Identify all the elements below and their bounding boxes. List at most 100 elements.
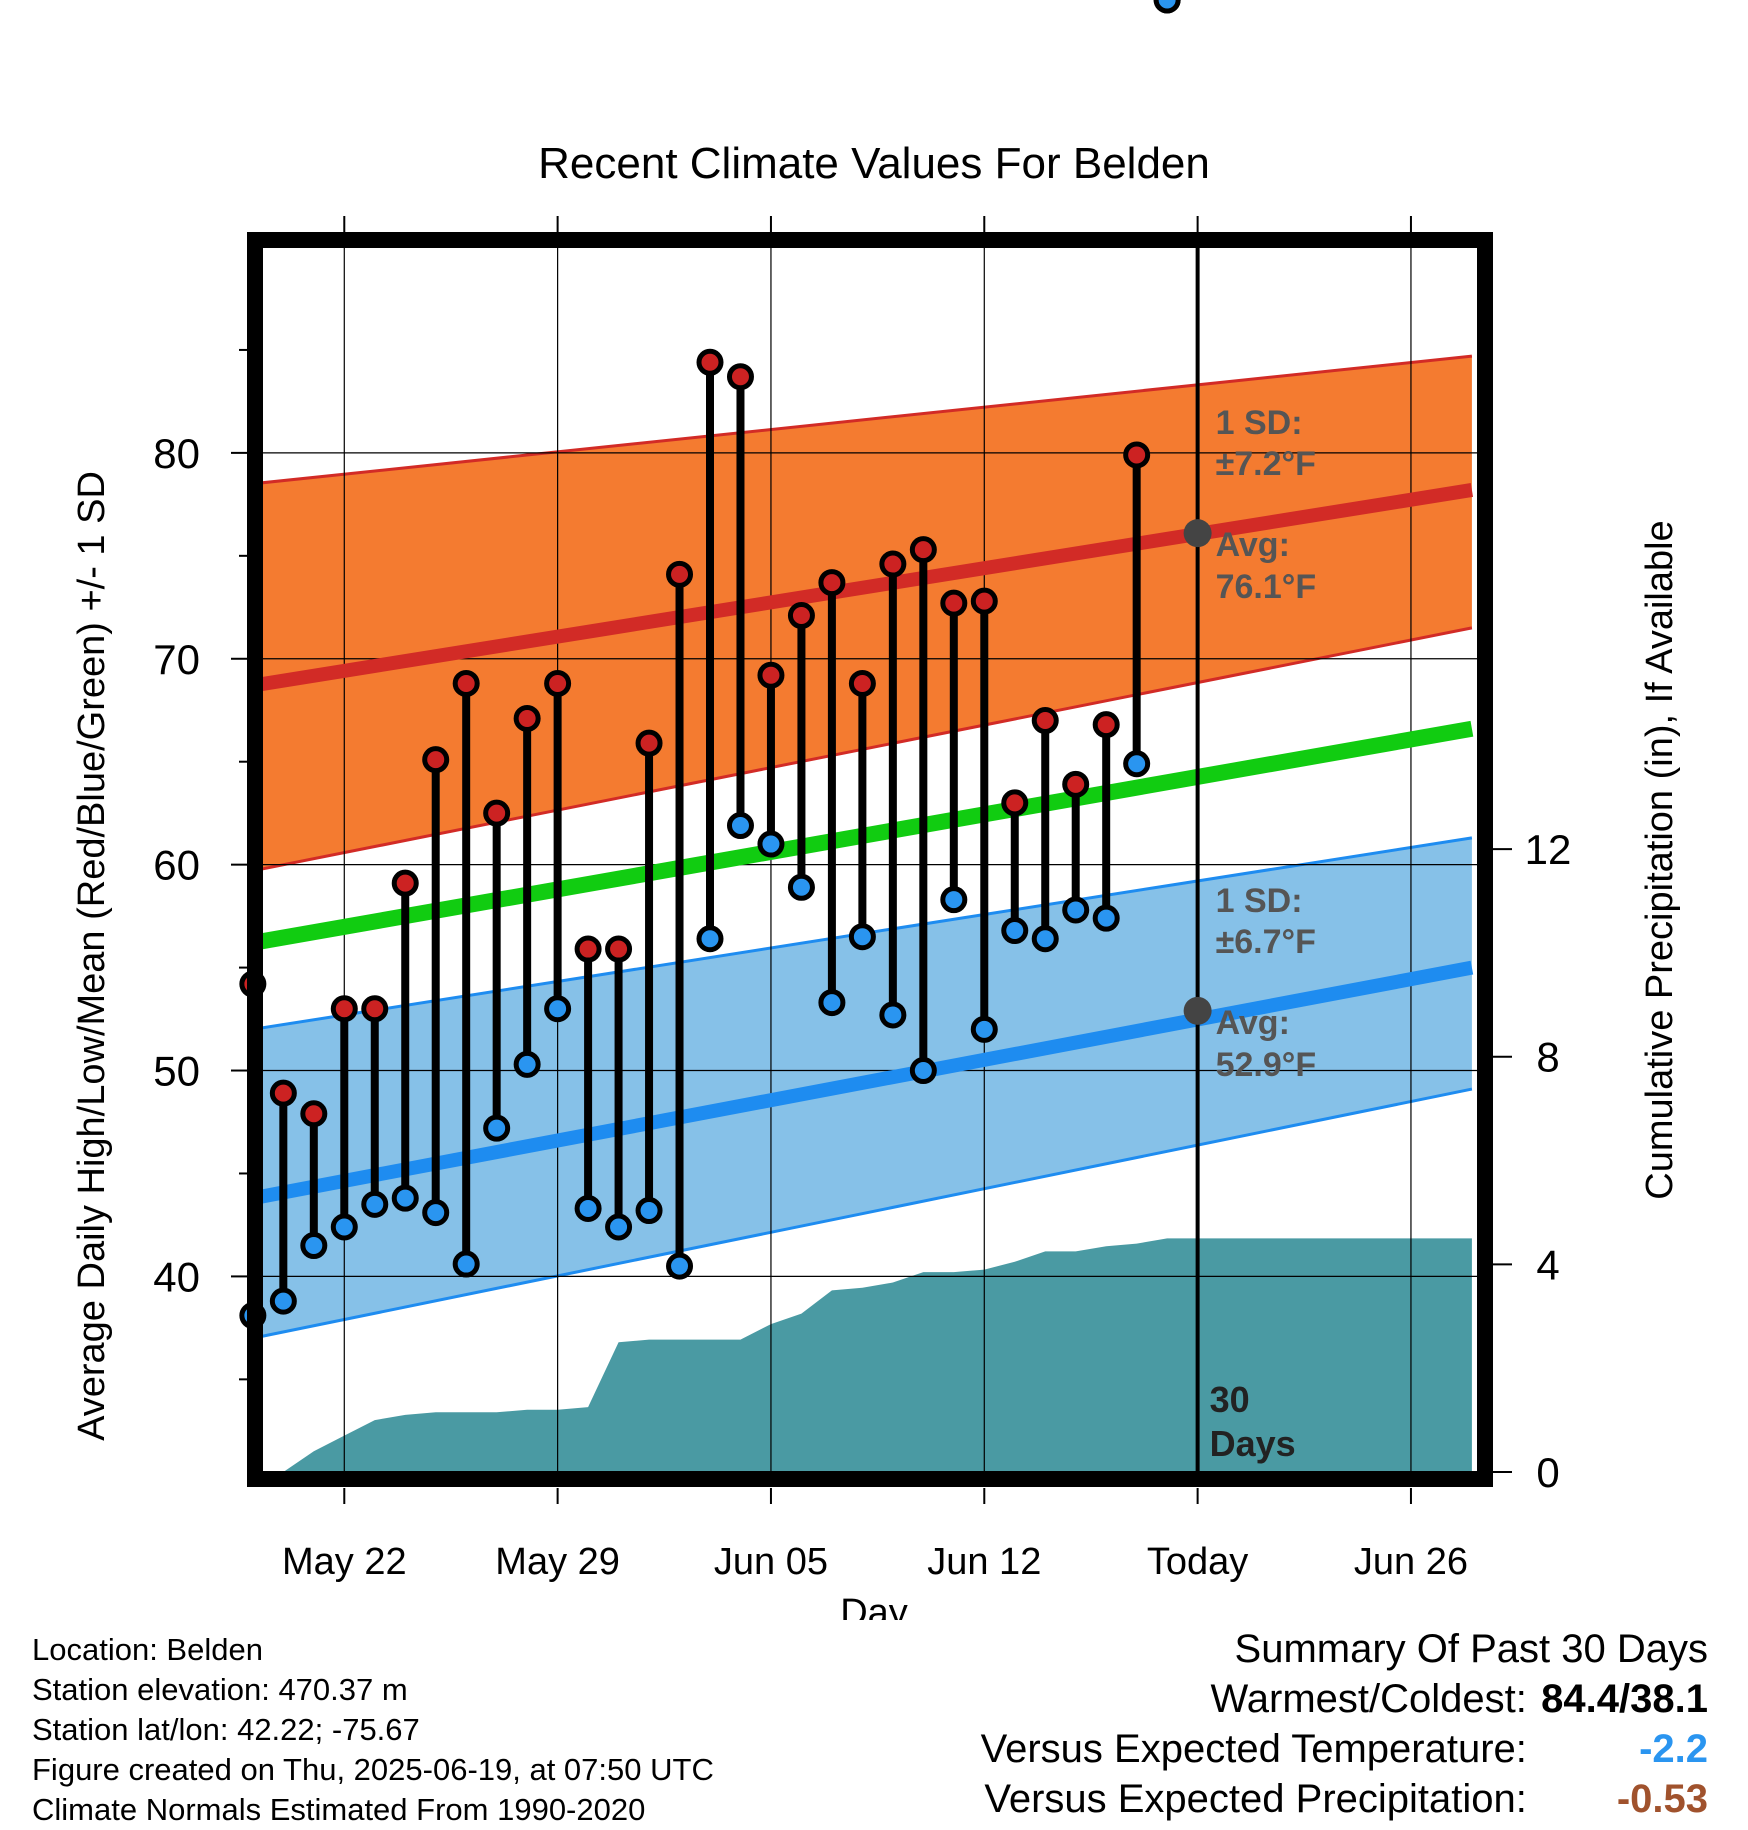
daily-high-point [970, 587, 998, 615]
info-created: Figure created on Thu, 2025-06-19, at 07… [32, 1752, 714, 1787]
daily-high-point [635, 729, 663, 757]
daily-high-point [909, 536, 937, 564]
summary-warmest-label: Warmest/Coldest: [1210, 1677, 1527, 1721]
daily-low-point [605, 1213, 633, 1241]
daily-low-point [818, 989, 846, 1017]
daily-low-point [361, 1190, 389, 1218]
x-axis-label: Day [840, 1592, 908, 1620]
daily-high-point [1062, 770, 1090, 798]
y-right-tick-label: 12 [1525, 826, 1572, 873]
x-tick-label: Jun 26 [1354, 1541, 1468, 1583]
daily-low-point [269, 1287, 297, 1315]
daily-low-point [909, 1057, 937, 1085]
daily-low-point [544, 995, 572, 1023]
daily-low-point [879, 1001, 907, 1029]
daily-low-point [422, 1199, 450, 1227]
daily-high-point [848, 669, 876, 697]
daily-low-point [330, 1213, 358, 1241]
avg-low-line [262, 960, 1474, 1204]
daily-high-point [422, 746, 450, 774]
summary-temp-value: -2.2 [1639, 1727, 1708, 1771]
y-left-tick-label: 60 [153, 842, 200, 889]
high-upper-edge [262, 354, 1473, 485]
summary-warmest-row: Warmest/Coldest: 84.4/38.1 [981, 1674, 1709, 1724]
daily-high-point [361, 995, 389, 1023]
y-left-tick-label: 80 [153, 430, 200, 477]
daily-low-point [666, 1252, 694, 1280]
daily-high-point [1031, 707, 1059, 735]
summary-precip-row: Versus Expected Precipitation: -0.53 [981, 1774, 1708, 1824]
daily-high-point [1092, 711, 1120, 739]
summary-precip-label: Versus Expected Precipitation: [984, 1777, 1527, 1821]
summary-title: Summary Of Past 30 Days [1234, 1627, 1708, 1671]
station-info: Location: Belden Station elevation: 470.… [32, 1630, 714, 1830]
daily-high-point [452, 669, 480, 697]
daily-low-point [726, 812, 754, 840]
daily-high-point [269, 1079, 297, 1107]
low-sd-label: 1 SD: [1216, 882, 1303, 920]
daily-high-point [605, 935, 633, 963]
info-normals: Climate Normals Estimated From 1990-2020 [32, 1792, 646, 1827]
high-sd-label: 1 SD: [1216, 404, 1303, 442]
daily-low-point [574, 1194, 602, 1222]
high-sd-band [262, 356, 1472, 870]
daily-low-point [1092, 904, 1120, 932]
summary-precip-value: -0.53 [1616, 1777, 1708, 1821]
daily-high-point [513, 704, 541, 732]
y-left-tick-label: 50 [153, 1048, 200, 1095]
daily-low-point [787, 873, 815, 901]
daily-high-point [574, 935, 602, 963]
daily-high-point [696, 348, 724, 376]
daily-low-point [1153, 0, 1181, 14]
x-tick-label: Jun 12 [927, 1541, 1041, 1583]
daily-high-point [1001, 789, 1029, 817]
summary-temp-label: Versus Expected Temperature: [980, 1727, 1527, 1771]
days-unit-label: Days [1210, 1423, 1296, 1464]
daily-high-point [757, 661, 785, 689]
precip-area [262, 1238, 1472, 1472]
x-tick-label: Today [1147, 1541, 1248, 1583]
summary-panel: Summary Of Past 30 Days Warmest/Coldest:… [981, 1624, 1708, 1824]
daily-high-point [544, 669, 572, 697]
high-avg-label: Avg: [1216, 526, 1290, 564]
daily-low-point [1001, 917, 1029, 945]
daily-low-point [970, 1015, 998, 1043]
daily-high-point [1123, 441, 1151, 469]
daily-high-point [666, 560, 694, 588]
info-location: Location: Belden [32, 1632, 263, 1667]
daily-low-point [1031, 925, 1059, 953]
high-avg-value: 76.1°F [1216, 568, 1317, 606]
daily-low-point [300, 1232, 328, 1260]
daily-low-point [391, 1184, 419, 1212]
daily-low-point [848, 923, 876, 951]
summary-warmest-value: 84.4/38.1 [1541, 1677, 1708, 1721]
daily-low-point [635, 1197, 663, 1225]
high-sd-value: ±7.2°F [1216, 445, 1316, 483]
daily-high-point [330, 995, 358, 1023]
daily-high-point [483, 799, 511, 827]
x-tick-label: May 29 [495, 1541, 620, 1583]
y-right-tick-label: 8 [1536, 1034, 1559, 1081]
daily-high-point [787, 602, 815, 630]
y-axis-left-label: Average Daily High/Low/Mean (Red/Blue/Gr… [71, 471, 113, 1441]
daily-high-point [726, 363, 754, 391]
y-axis-right-label: Cumulative Precipitation (in), If Availa… [1639, 520, 1681, 1199]
summary-temp-row: Versus Expected Temperature: -2.2 [981, 1724, 1708, 1774]
x-tick-label: May 22 [282, 1541, 407, 1583]
y-left-tick-label: 70 [153, 636, 200, 683]
climate-chart: Recent Climate Values For Belden 1 SD:±7… [71, 0, 1681, 1620]
days-count-label: 30 [1210, 1379, 1250, 1420]
daily-low-point [1123, 750, 1151, 778]
low-sd-value: ±6.7°F [1216, 923, 1316, 961]
avg-high-line [262, 483, 1474, 692]
daily-high-point [300, 1100, 328, 1128]
today-avg-high-marker [1183, 519, 1212, 548]
daily-high-point [879, 550, 907, 578]
daily-high-point [940, 589, 968, 617]
plot-frame [247, 232, 1493, 1487]
info-latlon: Station lat/lon: 42.22; -75.67 [32, 1712, 420, 1747]
x-tick-label: Jun 05 [714, 1541, 828, 1583]
daily-low-point [483, 1114, 511, 1142]
y-left-tick-label: 40 [153, 1253, 200, 1300]
